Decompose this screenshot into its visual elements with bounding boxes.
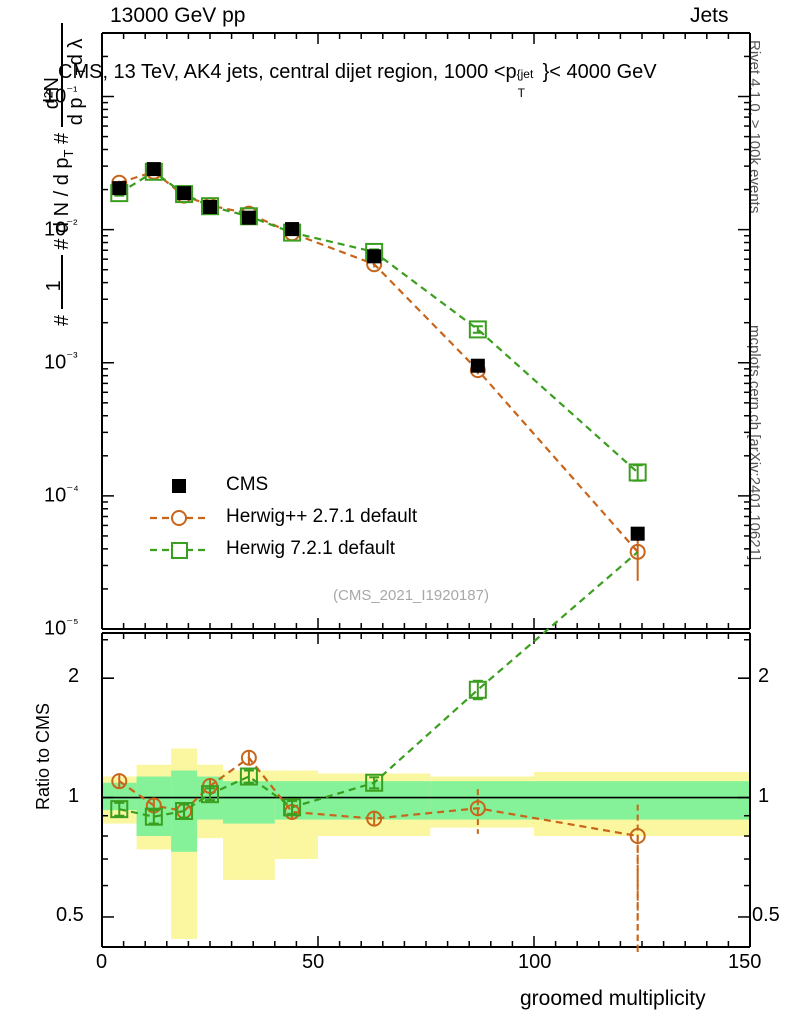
y-tick-label: 10⁻⁴ bbox=[44, 481, 79, 507]
x-tick-label: 0 bbox=[96, 951, 108, 973]
ratio-y-tick-label: 2 bbox=[758, 665, 770, 688]
legend-marker-open-circle bbox=[150, 510, 208, 526]
ratio-y-tick-label: 1 bbox=[758, 784, 770, 807]
ratio-point-herwig7 bbox=[201, 785, 219, 804]
data-point-cms bbox=[203, 199, 217, 214]
y-tick-label: 10⁻² bbox=[44, 215, 78, 241]
ratio-point-herwig7 bbox=[283, 798, 302, 817]
x-tick-label: 100 bbox=[518, 951, 552, 973]
legend-label: Herwig 7.2.1 default bbox=[226, 538, 395, 559]
data-point-cms bbox=[630, 526, 645, 541]
ratio-y-tick-label: 1 bbox=[68, 784, 80, 807]
series-line-herwig bbox=[118, 170, 639, 474]
data-point-herwig7 bbox=[468, 320, 487, 339]
ratio-y-tick-label: 2 bbox=[68, 665, 80, 688]
uncertainty-band-inner bbox=[222, 781, 275, 824]
data-point-herwigpp bbox=[629, 543, 646, 560]
plot-title: CMS, 13 TeV, AK4 jets, central dijet reg… bbox=[58, 61, 657, 99]
x-tick-label: 50 bbox=[302, 951, 325, 973]
y-tick-label: 10⁻¹ bbox=[44, 82, 78, 108]
data-point-cms bbox=[470, 358, 485, 373]
ratio-point-herwig7 bbox=[144, 807, 163, 826]
data-point-cms bbox=[146, 162, 161, 177]
header-left: 13000 GeV pp bbox=[110, 4, 246, 27]
ratio-point-herwig7 bbox=[365, 773, 384, 792]
data-point-herwig7 bbox=[201, 197, 219, 216]
legend-marker-open-square bbox=[150, 542, 208, 559]
ratio-point-herwigpp bbox=[240, 749, 257, 766]
ratio-point-herwigpp bbox=[111, 773, 128, 790]
data-point-cms bbox=[112, 181, 127, 196]
ratio-point-herwigpp bbox=[629, 828, 646, 845]
data-point-herwig7 bbox=[175, 185, 194, 204]
ratio-point-herwigpp bbox=[469, 800, 486, 817]
ratio-point-herwig7 bbox=[110, 800, 129, 819]
ratio-y-tick-label: 0.5 bbox=[56, 903, 84, 926]
plot-title-sup: {jet bbox=[516, 67, 534, 81]
x-axis-label: groomed multiplicity bbox=[520, 987, 706, 1010]
ratio-point-herwigpp bbox=[366, 810, 383, 827]
y-tick-label: 10⁻⁵ bbox=[44, 615, 79, 640]
plot-title-sub: T bbox=[517, 86, 525, 100]
ratio-point-herwig7 bbox=[468, 680, 487, 699]
legend-marker-filled-square bbox=[172, 479, 186, 493]
plot-title-main: CMS, 13 TeV, AK4 jets, central dijet reg… bbox=[58, 61, 517, 83]
plot-title-tail: }< 4000 GeV bbox=[542, 61, 657, 83]
data-point-cms bbox=[177, 186, 192, 201]
x-tick-label: 150 bbox=[728, 951, 762, 973]
data-point-cms bbox=[285, 222, 300, 237]
watermark: (CMS_2021_I1920187) bbox=[333, 587, 489, 604]
ratio-point-herwig7 bbox=[175, 802, 194, 821]
header-right: Jets bbox=[690, 4, 729, 27]
legend-label: Herwig++ 2.7.1 default bbox=[226, 506, 418, 527]
uncertainty-band-inner bbox=[534, 781, 750, 820]
y-tick-label: 10⁻³ bbox=[44, 348, 78, 374]
data-point-cms bbox=[241, 210, 256, 225]
data-point-herwig7 bbox=[628, 463, 647, 482]
ratio-point-herwig7 bbox=[239, 767, 258, 786]
legend-label: CMS bbox=[226, 474, 269, 495]
ratio-y-tick-label: 0.5 bbox=[752, 903, 780, 926]
data-point-cms bbox=[367, 249, 382, 264]
